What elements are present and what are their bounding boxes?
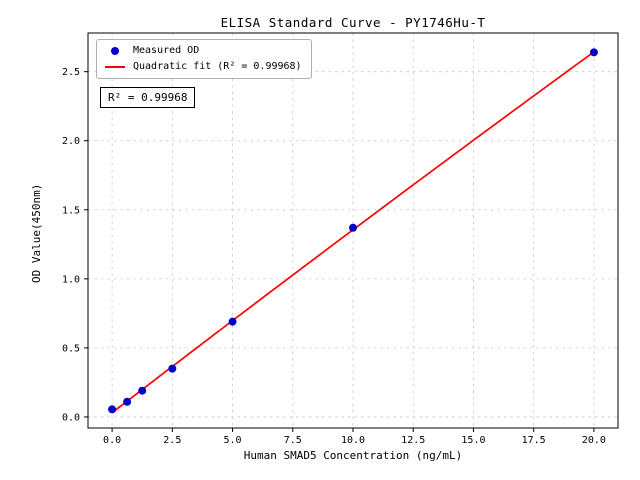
x-tick-label: 17.5 bbox=[522, 435, 546, 446]
y-tick-label: 0.5 bbox=[62, 343, 80, 354]
y-tick-label: 2.0 bbox=[62, 136, 80, 147]
x-tick-label: 7.5 bbox=[284, 435, 302, 446]
data-point bbox=[138, 386, 147, 395]
y-tick-label: 1.0 bbox=[62, 274, 80, 285]
x-axis-label: Human SMAD5 Concentration (ng/mL) bbox=[243, 449, 463, 462]
data-point bbox=[168, 364, 177, 373]
x-tick-label: 12.5 bbox=[401, 435, 425, 446]
x-tick-label: 20.0 bbox=[582, 435, 606, 446]
y-tick-label: 1.5 bbox=[62, 205, 80, 216]
data-point bbox=[108, 405, 117, 414]
x-tick-label: 10.0 bbox=[341, 435, 365, 446]
data-point bbox=[228, 317, 237, 326]
r-squared-annotation: R² = 0.99968 bbox=[100, 87, 196, 108]
y-tick-label: 0.0 bbox=[62, 412, 80, 423]
x-tick-label: 5.0 bbox=[224, 435, 242, 446]
legend-label-measured-od: Measured OD bbox=[133, 45, 200, 56]
x-tick-label: 2.5 bbox=[163, 435, 181, 446]
legend-entry-measured-od: Measured OD bbox=[105, 45, 302, 56]
legend: Measured OD Quadratic fit (R² = 0.99968) bbox=[96, 39, 312, 79]
y-axis-label: OD Value(450nm) bbox=[30, 183, 43, 283]
data-point bbox=[589, 48, 598, 57]
line-marker-icon bbox=[105, 65, 125, 68]
legend-label-quadratic-fit: Quadratic fit (R² = 0.99968) bbox=[133, 61, 302, 72]
scatter-marker-icon bbox=[111, 46, 119, 55]
x-tick-label: 0.0 bbox=[103, 435, 121, 446]
x-tick-label: 15.0 bbox=[461, 435, 485, 446]
chart-title: ELISA Standard Curve - PY1746Hu-T bbox=[220, 15, 486, 30]
y-tick-label: 2.5 bbox=[62, 67, 80, 78]
data-point bbox=[123, 397, 132, 406]
legend-entry-quadratic-fit: Quadratic fit (R² = 0.99968) bbox=[105, 61, 302, 72]
data-point bbox=[349, 223, 357, 232]
